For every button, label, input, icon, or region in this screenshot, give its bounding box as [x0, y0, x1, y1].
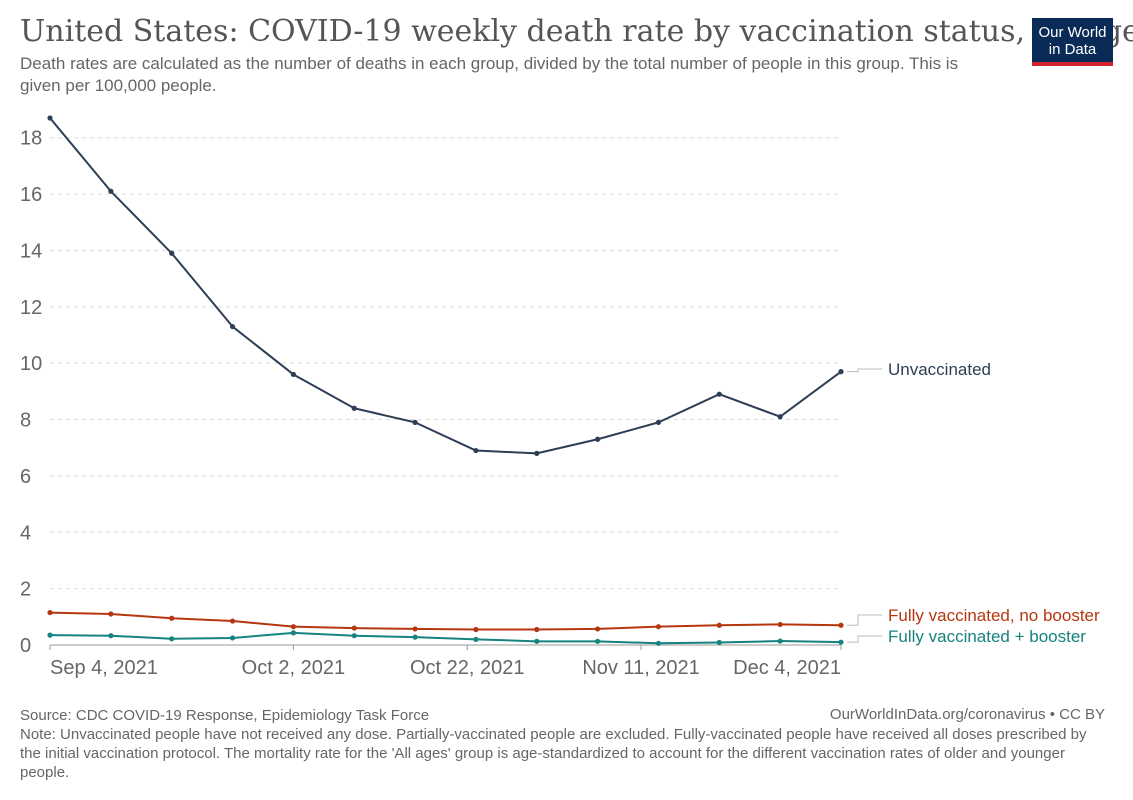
data-point — [108, 611, 114, 617]
data-point — [716, 391, 722, 397]
line-chart: 0 2 4 6 8 10 12 14 16 18 Sep 4, 2021 Oct 2, 2021 Oc… — [20, 115, 1100, 679]
label-connector — [847, 368, 882, 373]
data-point — [473, 636, 479, 642]
y-tick-label: 16 — [20, 184, 42, 206]
data-point — [290, 624, 296, 630]
data-point — [351, 405, 357, 411]
data-point — [777, 414, 783, 420]
logo-line-1: Our World — [1038, 24, 1107, 41]
y-tick-label: 12 — [20, 297, 42, 319]
x-tick-label: Sep 4, 2021 — [50, 657, 158, 679]
chart-title: United States: COVID-19 weekly death rat… — [20, 14, 1133, 49]
note-text: Note: Unvaccinated people have not recei… — [20, 726, 1087, 781]
data-point — [655, 419, 662, 425]
y-axis: 0 2 4 6 8 10 12 14 16 18 — [20, 128, 42, 657]
series-label: Unvaccinated — [888, 360, 991, 379]
data-point — [595, 436, 601, 442]
gridlines — [50, 137, 841, 646]
data-point — [777, 621, 783, 628]
data-point — [838, 622, 844, 628]
y-tick-label: 14 — [20, 240, 42, 262]
data-point — [473, 626, 479, 633]
series-label: Fully vaccinated, no booster — [888, 606, 1100, 625]
series-line — [49, 117, 842, 455]
data-point — [229, 618, 236, 624]
series-line — [49, 611, 842, 631]
data-point — [655, 640, 662, 646]
data-point — [412, 634, 418, 640]
series-lines — [47, 115, 844, 646]
y-tick-label: 6 — [20, 466, 31, 488]
y-tick-label: 2 — [20, 579, 31, 601]
series-labels: Unvaccinated Fully vaccinated, no booster… — [847, 360, 1100, 646]
data-point — [534, 626, 540, 633]
y-tick-label: 10 — [20, 353, 42, 375]
x-tick-label: Oct 22, 2021 — [410, 657, 525, 679]
owid-logo[interactable]: Our World in Data — [1032, 18, 1113, 66]
data-point — [108, 633, 114, 639]
data-point — [595, 638, 601, 644]
data-point — [534, 450, 540, 456]
x-axis: Sep 4, 2021 Oct 2, 2021 Oct 22, 2021 Nov 11… — [49, 645, 842, 679]
logo-line-2: in Data — [1048, 41, 1097, 58]
data-point — [412, 419, 418, 425]
source-text: Source: CDC COVID-19 Response, Epidemiol… — [20, 707, 430, 724]
data-point — [716, 622, 722, 628]
series-label: Fully vaccinated + booster — [888, 627, 1086, 646]
y-tick-label: 18 — [20, 128, 42, 150]
data-point — [290, 630, 296, 636]
x-tick-label: Oct 2, 2021 — [242, 657, 345, 679]
data-point — [412, 626, 418, 632]
series-line — [49, 631, 842, 645]
data-point — [777, 638, 783, 644]
data-point — [534, 638, 540, 644]
data-point — [838, 639, 844, 645]
chart-subtitle: Death rates are calculated as the number… — [20, 54, 959, 95]
data-point — [595, 626, 601, 632]
data-point — [169, 615, 175, 621]
data-point — [47, 609, 53, 616]
x-tick-label: Nov 11, 2021 — [582, 657, 700, 679]
data-point — [169, 250, 175, 256]
data-point — [351, 625, 357, 631]
data-point — [47, 632, 53, 638]
data-point — [838, 369, 844, 375]
label-connector — [847, 614, 882, 626]
data-point — [169, 636, 175, 642]
data-point — [351, 633, 357, 639]
y-tick-label: 4 — [20, 522, 31, 544]
data-point — [716, 639, 722, 646]
data-point — [655, 624, 662, 630]
data-point — [229, 323, 236, 330]
data-point — [47, 115, 53, 121]
y-tick-label: 0 — [20, 635, 31, 657]
source-url-link[interactable]: OurWorldInData.org/coronavirus • CC BY — [829, 706, 1105, 723]
data-point — [229, 635, 236, 641]
data-point — [108, 188, 114, 194]
label-connector — [847, 635, 882, 643]
y-tick-label: 8 — [20, 410, 31, 432]
x-tick-label: Dec 4, 2021 — [733, 657, 841, 679]
data-point — [290, 371, 296, 378]
data-point — [473, 447, 479, 454]
